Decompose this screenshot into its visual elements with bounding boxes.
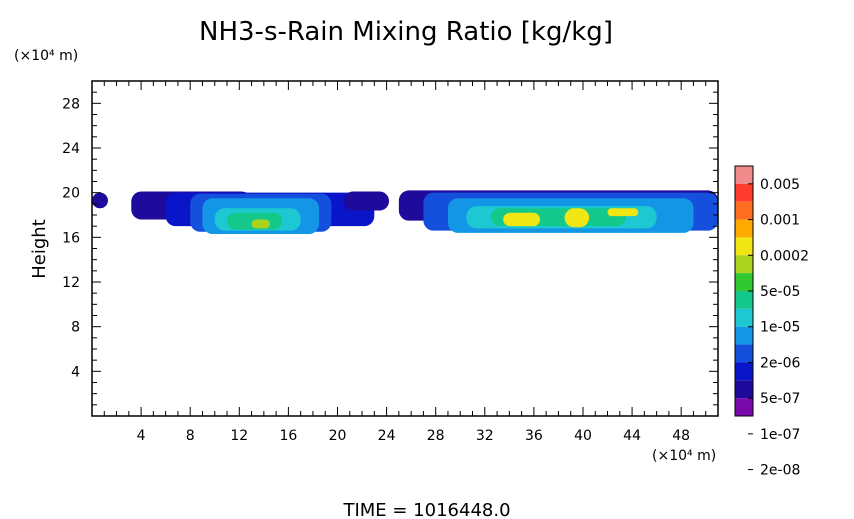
colorbar-swatch — [735, 166, 753, 184]
colorbar-swatch — [735, 398, 753, 416]
colorbar-label: 2e-08 — [760, 463, 800, 479]
colorbar-label: 2e-06 — [760, 355, 800, 371]
colorbar-label: 1e-05 — [760, 320, 800, 336]
contour-region — [92, 192, 108, 209]
axis-ticks — [92, 81, 718, 416]
colorbar-swatch — [735, 362, 753, 381]
colorbar-swatch — [735, 326, 753, 345]
contour-region — [607, 208, 639, 217]
y-tick-label: 20 — [62, 186, 80, 202]
x-unit-label: (×10⁴ m) — [652, 448, 716, 464]
colorbar-label: 5e-07 — [760, 391, 800, 407]
colorbar-swatch — [735, 291, 753, 309]
x-tick-label: 24 — [378, 428, 396, 444]
x-tick-label: 12 — [230, 428, 248, 444]
y-tick-label: 28 — [62, 96, 80, 112]
colorbar-swatch — [735, 380, 753, 399]
colorbar-label: 1e-07 — [760, 427, 800, 443]
x-tick-label: 44 — [623, 428, 641, 444]
y-tick-label: 12 — [62, 275, 80, 291]
contour-region — [503, 212, 541, 227]
colorbar-swatch — [735, 255, 753, 274]
colorbar-swatch — [735, 219, 753, 238]
y-tick-labels: 4 8 12 16 20 24 28 — [62, 96, 80, 380]
data-regions — [92, 190, 718, 234]
y-tick-label: 4 — [71, 364, 80, 380]
x-tick-label: 16 — [279, 428, 297, 444]
y-tick-label: 8 — [71, 320, 80, 336]
colorbar-label: 5e-05 — [760, 284, 800, 300]
x-tick-label: 28 — [427, 428, 445, 444]
colorbar-label: 0.005 — [760, 177, 800, 193]
x-tick-label: 48 — [672, 428, 690, 444]
x-tick-label: 40 — [574, 428, 592, 444]
contour-region — [343, 191, 390, 211]
x-tick-label: 20 — [329, 428, 347, 444]
contour-region — [564, 208, 590, 228]
time-label: TIME = 1016448.0 — [342, 500, 510, 519]
plot-area — [91, 80, 719, 417]
colorbar-swatch — [735, 344, 753, 363]
x-tick-label: 36 — [525, 428, 543, 444]
x-tick-label: 8 — [186, 428, 195, 444]
colorbar-swatch — [735, 237, 753, 256]
colorbar-label: 0.001 — [760, 213, 800, 229]
colorbar-swatch — [735, 308, 753, 327]
x-tick-label: 32 — [476, 428, 494, 444]
colorbar-swatch — [735, 183, 753, 202]
y-axis-label: Height — [29, 219, 50, 279]
y-tick-label: 16 — [62, 230, 80, 246]
x-tick-labels: 4 8 12 16 20 24 28 32 36 40 44 48 — [137, 428, 690, 444]
y-unit-label: (×10⁴ m) — [14, 48, 78, 64]
contour-region — [251, 219, 270, 229]
colorbar-label: 0.0002 — [760, 248, 809, 264]
y-tick-label: 24 — [62, 141, 80, 157]
x-tick-label: 4 — [137, 428, 146, 444]
colorbar — [734, 165, 754, 471]
plot-frame — [91, 80, 719, 417]
colorbar-swatch — [735, 201, 753, 220]
chart-title: NH3-s-Rain Mixing Ratio [kg/kg] — [199, 17, 613, 47]
colorbar-swatch — [735, 273, 753, 291]
colorbar-labels: 0.005 0.001 0.0002 5e-05 1e-05 2e-06 5e-07 1e-0… — [760, 177, 809, 479]
